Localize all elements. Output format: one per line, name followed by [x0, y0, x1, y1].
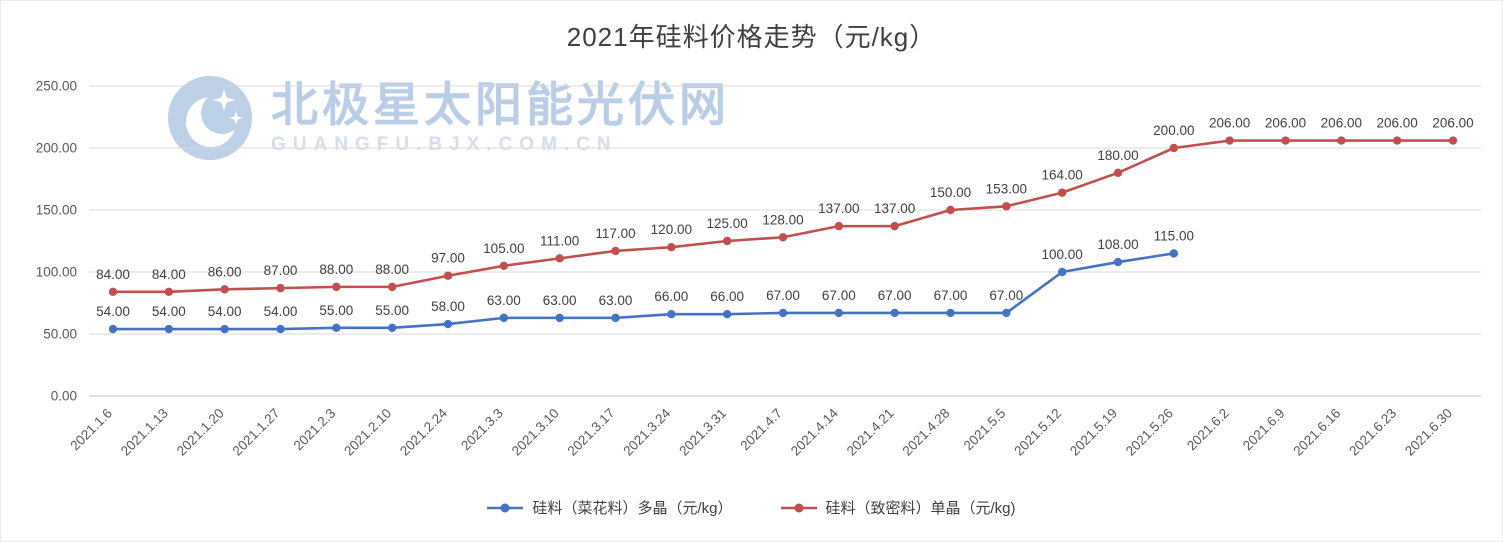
svg-text:250.00: 250.00	[36, 79, 77, 94]
svg-text:2021.6.16: 2021.6.16	[1290, 406, 1343, 459]
svg-text:2021.2.24: 2021.2.24	[397, 405, 450, 458]
svg-text:2021.1.20: 2021.1.20	[174, 406, 227, 459]
price-trend-chart: 0.00 50.00 100.00 150.00 200.00 250.00 2021.1.…	[36, 79, 1481, 459]
legend-marker-monosilicon	[780, 503, 817, 512]
svg-text:206.00: 206.00	[1209, 116, 1250, 131]
svg-text:125.00: 125.00	[707, 216, 748, 231]
svg-text:2021.6.30: 2021.6.30	[1402, 406, 1455, 459]
legend-marker-polysilicon	[487, 503, 524, 512]
svg-text:105.00: 105.00	[483, 241, 524, 256]
svg-text:2021.4.21: 2021.4.21	[844, 406, 897, 459]
legend-label-polysilicon: 硅料（菜花料）多晶（元/kg）	[532, 500, 733, 517]
svg-text:67.00: 67.00	[822, 288, 856, 303]
svg-text:55.00: 55.00	[375, 303, 409, 318]
svg-text:2021.5.12: 2021.5.12	[1011, 406, 1064, 459]
svg-text:2021.6.9: 2021.6.9	[1240, 406, 1288, 454]
svg-text:2021.1.27: 2021.1.27	[230, 406, 283, 459]
svg-text:58.00: 58.00	[431, 299, 465, 314]
svg-text:50.00: 50.00	[43, 327, 77, 342]
legend-label-monosilicon: 硅料（致密料）单晶（元/kg)	[825, 500, 1016, 517]
svg-text:54.00: 54.00	[96, 304, 130, 319]
svg-text:67.00: 67.00	[934, 288, 968, 303]
svg-text:2021.4.7: 2021.4.7	[737, 406, 785, 454]
svg-text:54.00: 54.00	[264, 304, 298, 319]
svg-text:137.00: 137.00	[818, 201, 859, 216]
svg-text:87.00: 87.00	[264, 263, 298, 278]
svg-text:2021.1.6: 2021.1.6	[67, 406, 115, 454]
svg-text:88.00: 88.00	[319, 262, 353, 277]
svg-text:84.00: 84.00	[152, 267, 186, 282]
svg-text:2021.3.31: 2021.3.31	[676, 406, 729, 459]
svg-text:2021.4.28: 2021.4.28	[900, 406, 953, 459]
svg-text:2021.6.2: 2021.6.2	[1184, 406, 1232, 454]
svg-text:153.00: 153.00	[986, 181, 1027, 196]
svg-text:206.00: 206.00	[1265, 116, 1306, 131]
series-1: 84.00 84.00 86.00 87.00 88.00 88.00 97.00 105.0…	[96, 116, 1474, 297]
svg-text:63.00: 63.00	[487, 293, 521, 308]
svg-text:2021.5.26: 2021.5.26	[1123, 406, 1176, 459]
svg-text:2021.2.3: 2021.2.3	[291, 406, 339, 454]
svg-text:67.00: 67.00	[989, 288, 1023, 303]
svg-text:117.00: 117.00	[595, 226, 635, 241]
series-0: 54.00 54.00 54.00 54.00 55.00 55.00 58.00 63.00…	[96, 228, 1194, 334]
svg-text:150.00: 150.00	[36, 203, 77, 218]
legend-item-monosilicon: 硅料（致密料）单晶（元/kg)	[780, 497, 1016, 518]
svg-text:200.00: 200.00	[1153, 123, 1194, 138]
svg-text:128.00: 128.00	[762, 212, 803, 227]
svg-text:66.00: 66.00	[710, 289, 744, 304]
svg-text:137.00: 137.00	[874, 201, 915, 216]
svg-text:67.00: 67.00	[766, 288, 800, 303]
svg-text:63.00: 63.00	[599, 293, 633, 308]
svg-text:2021.5.19: 2021.5.19	[1067, 406, 1120, 459]
chart-legend: 硅料（菜花料）多晶（元/kg） 硅料（致密料）单晶（元/kg)	[1, 497, 1502, 518]
svg-text:108.00: 108.00	[1097, 237, 1138, 252]
svg-text:100.00: 100.00	[1042, 247, 1083, 262]
svg-text:2021.3.10: 2021.3.10	[509, 406, 562, 459]
svg-text:206.00: 206.00	[1432, 116, 1473, 131]
y-axis-labels: 0.00 50.00 100.00 150.00 200.00 250.00	[36, 79, 77, 404]
svg-text:200.00: 200.00	[36, 141, 77, 156]
svg-text:100.00: 100.00	[36, 265, 77, 280]
svg-text:2021.6.23: 2021.6.23	[1346, 406, 1399, 459]
svg-text:67.00: 67.00	[878, 288, 912, 303]
x-axis-labels: 2021.1.6 2021.1.13 2021.1.20 2021.1.27 2021.…	[67, 405, 1455, 458]
svg-text:206.00: 206.00	[1321, 116, 1362, 131]
gridlines	[89, 85, 1481, 397]
svg-text:150.00: 150.00	[930, 185, 971, 200]
svg-text:54.00: 54.00	[152, 304, 186, 319]
svg-text:2021.4.14: 2021.4.14	[788, 405, 841, 458]
svg-text:111.00: 111.00	[540, 233, 579, 248]
svg-text:164.00: 164.00	[1042, 168, 1083, 183]
svg-text:66.00: 66.00	[654, 289, 688, 304]
svg-text:2021.5.5: 2021.5.5	[961, 406, 1009, 454]
svg-text:2021.3.24: 2021.3.24	[620, 405, 673, 458]
chart-title: 2021年硅料价格走势（元/kg）	[566, 22, 937, 52]
svg-text:54.00: 54.00	[208, 304, 242, 319]
svg-text:0.00: 0.00	[51, 389, 77, 404]
svg-text:180.00: 180.00	[1097, 148, 1138, 163]
svg-text:55.00: 55.00	[319, 303, 353, 318]
svg-text:2021.3.3: 2021.3.3	[458, 406, 506, 454]
svg-text:2021.1.13: 2021.1.13	[118, 406, 171, 459]
svg-text:2021.2.10: 2021.2.10	[341, 406, 394, 459]
svg-text:84.00: 84.00	[96, 267, 130, 282]
svg-text:115.00: 115.00	[1154, 228, 1194, 243]
svg-text:2021.3.17: 2021.3.17	[565, 406, 618, 459]
svg-text:86.00: 86.00	[208, 264, 242, 279]
svg-text:88.00: 88.00	[375, 262, 409, 277]
svg-text:97.00: 97.00	[431, 251, 465, 266]
svg-text:63.00: 63.00	[543, 293, 577, 308]
svg-text:206.00: 206.00	[1377, 116, 1418, 131]
legend-item-polysilicon: 硅料（菜花料）多晶（元/kg）	[487, 497, 733, 518]
svg-text:120.00: 120.00	[651, 222, 692, 237]
